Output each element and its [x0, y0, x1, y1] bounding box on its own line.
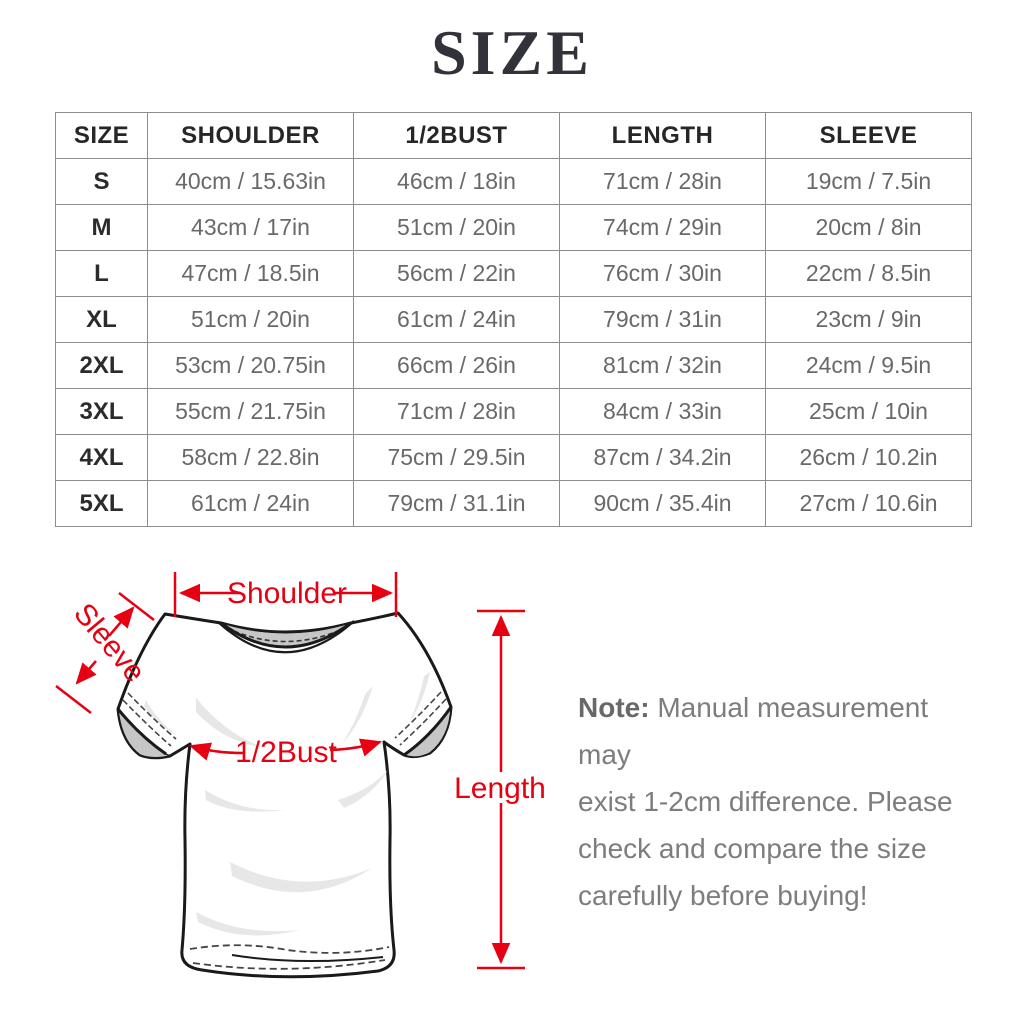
table-cell: 53cm / 20.75in — [147, 342, 354, 389]
shoulder-arrow — [173, 572, 398, 617]
table-cell: 46cm / 18in — [353, 158, 560, 205]
table-row: S 40cm / 15.63in 46cm / 18in 71cm / 28in… — [55, 158, 972, 205]
table-cell: 71cm / 28in — [353, 388, 560, 435]
table-cell: 23cm / 9in — [765, 296, 972, 343]
table-cell: 27cm / 10.6in — [765, 480, 972, 527]
table-cell: 58cm / 22.8in — [147, 434, 354, 481]
table-cell: 25cm / 10in — [765, 388, 972, 435]
table-cell: 84cm / 33in — [559, 388, 766, 435]
table-cell: 56cm / 22in — [353, 250, 560, 297]
table-row: XL 51cm / 20in 61cm / 24in 79cm / 31in 2… — [55, 296, 972, 343]
table-cell: 66cm / 26in — [353, 342, 560, 389]
table-cell: 79cm / 31in — [559, 296, 766, 343]
table-cell: 76cm / 30in — [559, 250, 766, 297]
table-cell: 79cm / 31.1in — [353, 480, 560, 527]
column-header: SIZE — [55, 112, 148, 159]
table-cell: 71cm / 28in — [559, 158, 766, 205]
size-cell: 4XL — [55, 434, 148, 481]
table-cell: 47cm / 18.5in — [147, 250, 354, 297]
column-header: SLEEVE — [765, 112, 972, 159]
table-row: 2XL 53cm / 20.75in 66cm / 26in 81cm / 32… — [55, 342, 972, 389]
size-cell: 5XL — [55, 480, 148, 527]
table-cell: 19cm / 7.5in — [765, 158, 972, 205]
size-table: SIZE SHOULDER 1/2BUST LENGTH SLEEVE S 40… — [55, 112, 972, 527]
wrinkle-shading — [144, 672, 430, 936]
size-cell: M — [55, 204, 148, 251]
length-arrow — [477, 609, 525, 970]
table-cell: 61cm / 24in — [353, 296, 560, 343]
table-row: 5XL 61cm / 24in 79cm / 31.1in 90cm / 35.… — [55, 480, 972, 527]
right-cuff — [394, 691, 453, 758]
note-line-3: check and compare the size — [578, 833, 927, 864]
bust-label: 1/2Bust — [235, 736, 337, 769]
size-cell: 2XL — [55, 342, 148, 389]
tshirt-measurement-diagram: Shoulder Sleeve 1/2Bust Length — [55, 572, 546, 979]
size-cell: L — [55, 250, 148, 297]
table-header-row: SIZE SHOULDER 1/2BUST LENGTH SLEEVE — [55, 112, 972, 159]
table-cell: 75cm / 29.5in — [353, 434, 560, 481]
table-cell: 55cm / 21.75in — [147, 388, 354, 435]
collar — [217, 620, 355, 654]
size-cell: XL — [55, 296, 148, 343]
table-cell: 51cm / 20in — [353, 204, 560, 251]
table-cell: 40cm / 15.63in — [147, 158, 354, 205]
note-line-1: Manual measurement may — [578, 692, 929, 770]
table-cell: 61cm / 24in — [147, 480, 354, 527]
length-label: Length — [454, 772, 546, 805]
sleeve-arrow — [55, 592, 155, 714]
table-row: M 43cm / 17in 51cm / 20in 74cm / 29in 20… — [55, 204, 972, 251]
note-line-4: carefully before buying! — [578, 880, 868, 911]
table-cell: 90cm / 35.4in — [559, 480, 766, 527]
tshirt-outline — [116, 611, 453, 979]
table-cell: 20cm / 8in — [765, 204, 972, 251]
table-cell: 81cm / 32in — [559, 342, 766, 389]
size-cell: S — [55, 158, 148, 205]
table-cell: 43cm / 17in — [147, 204, 354, 251]
table-row: 4XL 58cm / 22.8in 75cm / 29.5in 87cm / 3… — [55, 434, 972, 481]
table-cell: 74cm / 29in — [559, 204, 766, 251]
table-cell: 24cm / 9.5in — [765, 342, 972, 389]
note-text: Note: Manual measurement may exist 1-2cm… — [578, 684, 988, 919]
hem-stitching — [189, 944, 390, 970]
table-cell: 87cm / 34.2in — [559, 434, 766, 481]
table-cell: 51cm / 20in — [147, 296, 354, 343]
bust-arrow — [188, 738, 383, 761]
table-row: 3XL 55cm / 21.75in 71cm / 28in 84cm / 33… — [55, 388, 972, 435]
note-label: Note: — [578, 692, 650, 723]
column-header: LENGTH — [559, 112, 766, 159]
sleeve-label: Sleeve — [67, 597, 151, 688]
table-cell: 22cm / 8.5in — [765, 250, 972, 297]
shoulder-label: Shoulder — [227, 577, 347, 610]
left-cuff — [116, 692, 177, 759]
table-cell: 26cm / 10.2in — [765, 434, 972, 481]
page-title: SIZE — [431, 17, 593, 88]
note-line-2: exist 1-2cm difference. Please — [578, 786, 953, 817]
size-cell: 3XL — [55, 388, 148, 435]
column-header: 1/2BUST — [353, 112, 560, 159]
table-row: L 47cm / 18.5in 56cm / 22in 76cm / 30in … — [55, 250, 972, 297]
column-header: SHOULDER — [147, 112, 354, 159]
